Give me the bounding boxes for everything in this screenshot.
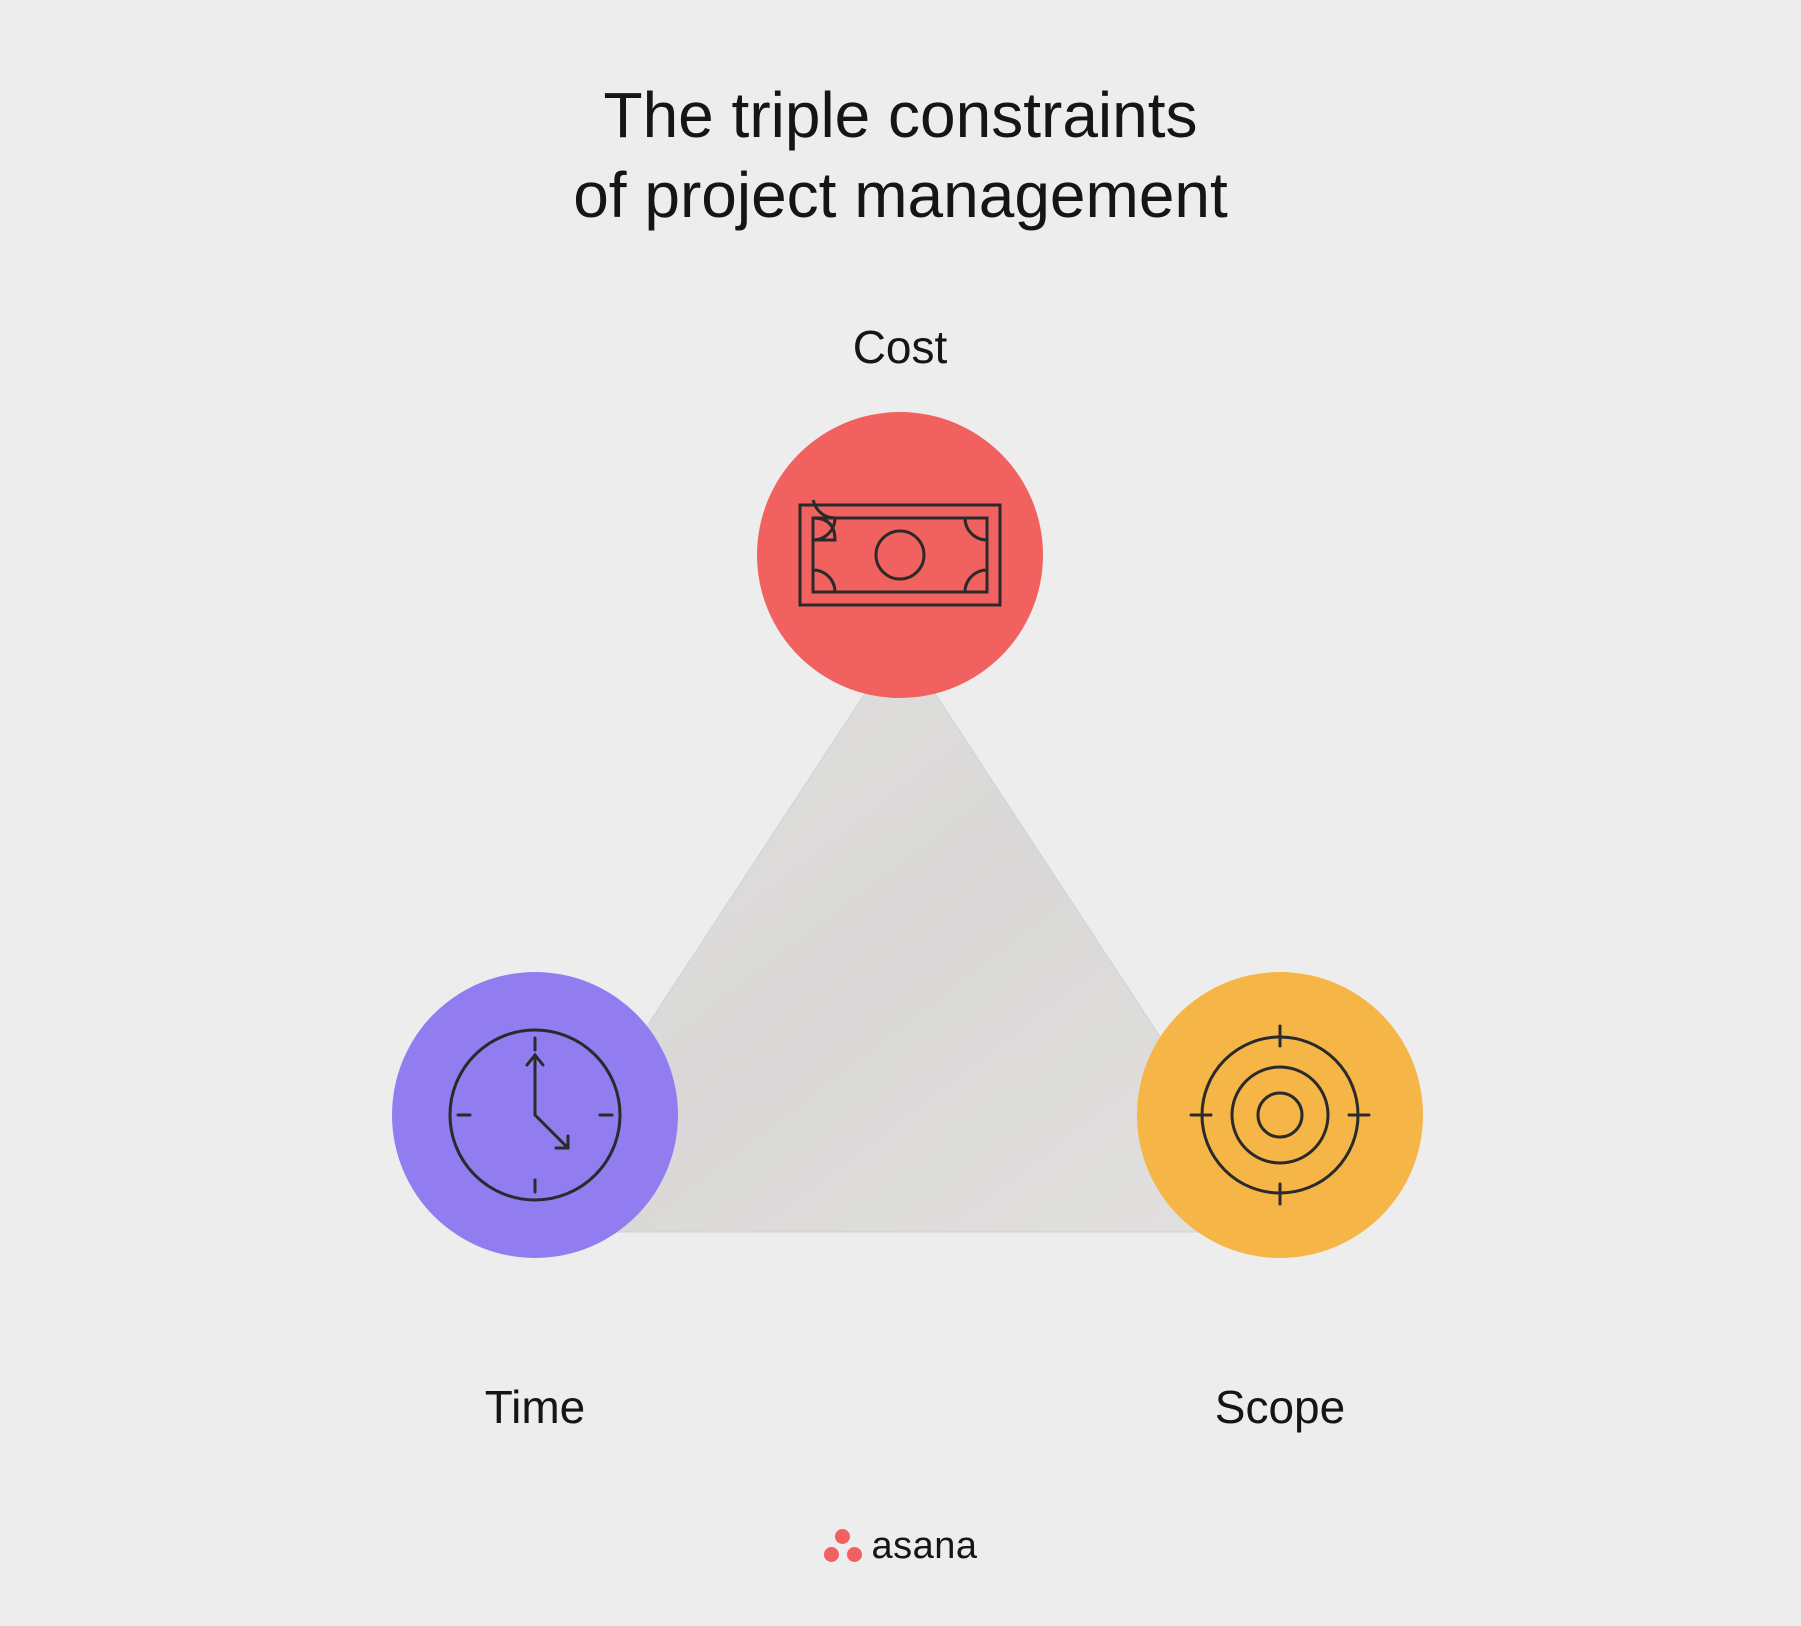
clock-icon [440, 1020, 630, 1210]
asana-dots-icon [823, 1529, 861, 1565]
title-line-2: of project management [573, 159, 1228, 231]
target-icon [1185, 1020, 1375, 1210]
brand-logo: asana [823, 1525, 977, 1568]
cost-circle [757, 412, 1043, 698]
money-icon [795, 500, 1005, 610]
scope-label: Scope [1130, 1380, 1430, 1434]
page-title: The triple constraints of project manage… [0, 75, 1801, 235]
time-label: Time [385, 1380, 685, 1434]
time-circle [392, 972, 678, 1258]
brand-name: asana [871, 1525, 977, 1568]
title-line-1: The triple constraints [603, 79, 1197, 151]
scope-circle [1137, 972, 1423, 1258]
cost-label: Cost [750, 320, 1050, 374]
